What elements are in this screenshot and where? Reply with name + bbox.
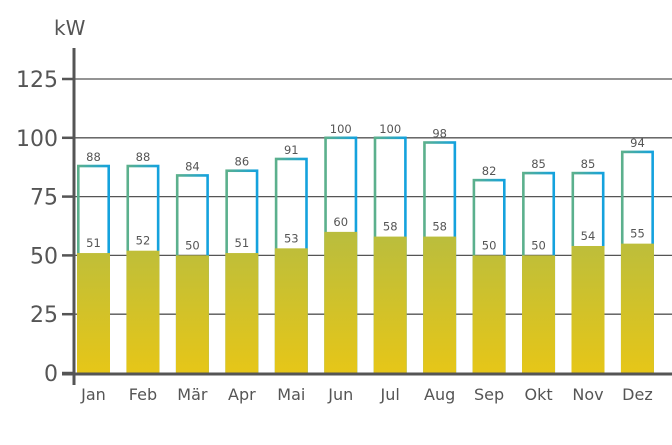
y-tick-label: 125	[16, 68, 58, 93]
bar-avg	[126, 250, 160, 373]
axes: 0 25 50 75 100 125 Jan Feb Mär Apr Mai Jun Jul Aug Sep…	[16, 48, 672, 404]
data-label-avg: 60	[333, 215, 348, 229]
data-label-max: 100	[330, 122, 352, 136]
data-label-max: 98	[432, 127, 447, 141]
data-label-avg: 58	[432, 220, 447, 234]
data-label-avg: 51	[235, 236, 250, 250]
x-tick-label: Jan	[80, 385, 106, 404]
bar-avg	[225, 253, 259, 373]
x-tick-label: Mai	[277, 385, 305, 404]
y-tick-label: 75	[30, 186, 58, 211]
x-tick-label: Mär	[177, 385, 208, 404]
y-tick-label: 50	[30, 244, 58, 269]
bar-avg	[522, 255, 556, 373]
bar-avg	[77, 253, 110, 373]
bars: 88 51 88 52 84 50 86 51 91 53 100 60 100 58 98 58 82 50 85…	[77, 122, 654, 375]
data-label-max: 84	[185, 159, 200, 173]
data-label-max: 100	[379, 122, 401, 136]
bar-avg	[472, 255, 506, 373]
x-tick-label: Apr	[228, 385, 256, 404]
data-label-max: 91	[284, 143, 299, 157]
data-label-avg: 52	[136, 234, 151, 248]
data-label-max: 88	[136, 150, 151, 164]
bar-avg	[175, 255, 209, 373]
data-label-max: 85	[581, 157, 596, 171]
x-tick-label: Jun	[327, 385, 353, 404]
data-label-avg: 50	[185, 238, 200, 252]
x-tick-label: Aug	[424, 385, 455, 404]
bar-avg	[571, 245, 605, 373]
data-label-max: 94	[630, 136, 645, 150]
x-tick-label: Dez	[622, 385, 653, 404]
bar-avg	[324, 231, 358, 373]
x-tick-label: Okt	[524, 385, 552, 404]
bar-avg	[423, 236, 457, 373]
data-label-avg: 50	[531, 238, 546, 252]
y-axis-label: kW	[54, 16, 86, 40]
bar-avg	[274, 248, 308, 373]
bar-avg	[620, 243, 654, 373]
data-label-max: 82	[482, 164, 497, 178]
data-label-avg: 55	[630, 227, 645, 241]
data-label-max: 86	[235, 155, 250, 169]
data-label-avg: 54	[581, 229, 596, 243]
data-label-avg: 53	[284, 231, 299, 245]
bar-avg	[373, 236, 407, 373]
x-tick-label: Jul	[380, 385, 400, 404]
y-tick-label: 100	[16, 127, 58, 152]
data-label-avg: 50	[482, 238, 497, 252]
y-tick-label: 0	[44, 362, 58, 387]
data-label-avg: 51	[86, 236, 101, 250]
data-label-max: 88	[86, 150, 101, 164]
data-label-avg: 58	[383, 220, 398, 234]
data-label-max: 85	[531, 157, 546, 171]
y-tick-label: 25	[30, 303, 58, 328]
x-tick-label: Nov	[572, 385, 603, 404]
x-tick-label: Feb	[129, 385, 157, 404]
x-tick-label: Sep	[474, 385, 504, 404]
